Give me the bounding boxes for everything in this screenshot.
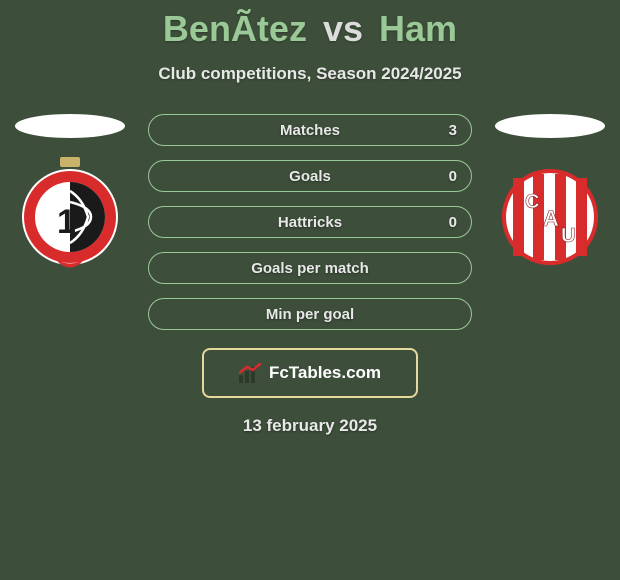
right-oval-decoration: [495, 114, 605, 138]
stat-row-hattricks: Hattricks 0: [148, 206, 472, 238]
vs-separator: vs: [323, 8, 363, 49]
stat-label: Goals per match: [251, 260, 369, 277]
stat-label: Matches: [280, 122, 340, 139]
comparison-title: BenÃ­tez vs Ham: [0, 0, 620, 50]
svg-text:C: C: [525, 191, 539, 213]
season-subtitle: Club competitions, Season 2024/2025: [0, 64, 620, 84]
stat-label: Hattricks: [278, 214, 342, 231]
stat-row-goals-per-match: Goals per match: [148, 252, 472, 284]
svg-text:A: A: [543, 206, 559, 231]
stat-row-goals: Goals 0: [148, 160, 472, 192]
stat-right-value: 3: [449, 122, 457, 139]
stat-label: Goals: [289, 168, 331, 185]
right-club-crest: C A U: [501, 168, 599, 266]
left-club-crest: 1: [21, 168, 119, 266]
snapshot-date: 13 february 2025: [0, 416, 620, 436]
stat-row-matches: Matches 3: [148, 114, 472, 146]
chart-icon: [239, 363, 263, 383]
svg-text:U: U: [561, 225, 575, 247]
right-crest-column: C A U: [490, 114, 610, 266]
left-oval-decoration: [15, 114, 125, 138]
union-crest-icon: C A U: [501, 168, 599, 266]
main-container: 1 Matches 3 Goals 0 Hattricks 0 Goals pe…: [0, 114, 620, 344]
left-crest-column: 1: [10, 114, 130, 266]
player1-name: BenÃ­tez: [163, 8, 307, 49]
player2-name: Ham: [379, 8, 457, 49]
watermark-text: FcTables.com: [269, 363, 381, 383]
stats-column: Matches 3 Goals 0 Hattricks 0 Goals per …: [130, 114, 490, 344]
stat-label: Min per goal: [266, 306, 354, 323]
stat-row-min-per-goal: Min per goal: [148, 298, 472, 330]
stat-right-value: 0: [449, 168, 457, 185]
antwerp-crest-icon: 1: [21, 157, 119, 277]
stat-right-value: 0: [449, 214, 457, 231]
svg-text:1: 1: [57, 203, 76, 241]
watermark-badge: FcTables.com: [202, 348, 418, 398]
